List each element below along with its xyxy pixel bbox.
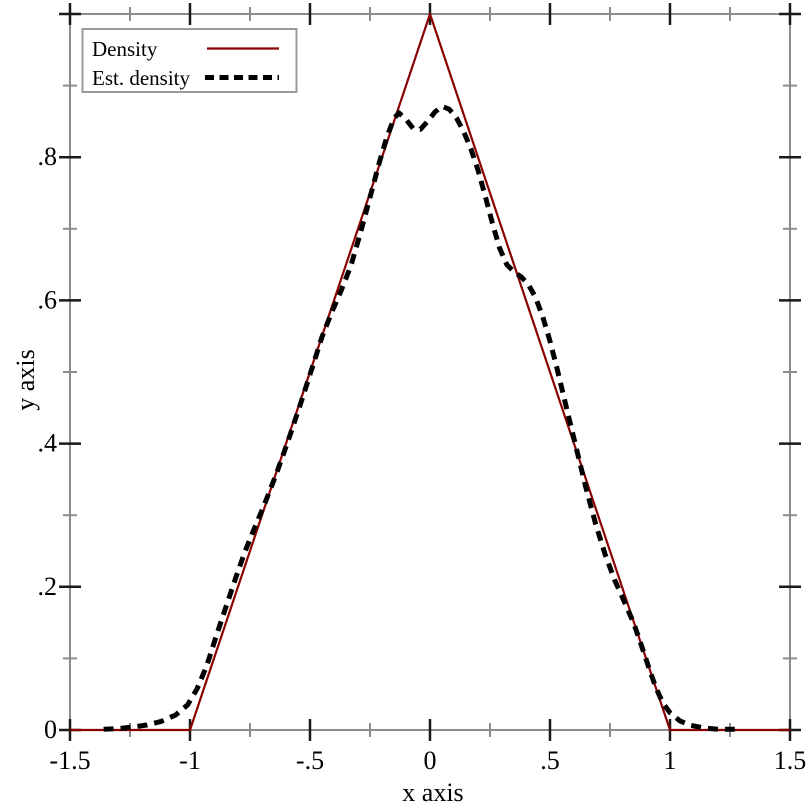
x-tick-label: .5 — [540, 746, 560, 775]
axis-ticks — [59, 3, 801, 741]
y-tick-label: 0 — [44, 715, 57, 744]
legend: Density Est. density — [81, 28, 298, 93]
y-axis-label: y axis — [11, 349, 40, 410]
plot-frame — [69, 13, 791, 731]
x-tick-label: 0 — [424, 746, 437, 775]
x-tick-label: -.5 — [296, 746, 324, 775]
y-tick-label: .2 — [38, 572, 58, 601]
est-density-line — [103, 103, 735, 732]
legend-box — [81, 28, 298, 93]
y-tick-label: .6 — [38, 285, 58, 314]
x-tick-label: 1 — [664, 746, 677, 775]
legend-label-density: Density — [92, 37, 158, 61]
y-tick-label: .8 — [38, 142, 58, 171]
y-tick-label: .4 — [38, 429, 58, 458]
tick-labels: -1.5 -1 -.5 0 .5 1 1.5 0 .2 .4 .6 .8 — [38, 142, 807, 775]
plot-border — [69, 13, 791, 731]
legend-label-est-density: Est. density — [92, 66, 190, 90]
x-tick-label: -1.5 — [49, 746, 90, 775]
x-tick-label: -1 — [179, 746, 201, 775]
x-axis-label: x axis — [402, 778, 463, 807]
density-line — [70, 12, 790, 732]
x-tick-label: 1.5 — [774, 746, 807, 775]
series-lines — [70, 12, 790, 732]
